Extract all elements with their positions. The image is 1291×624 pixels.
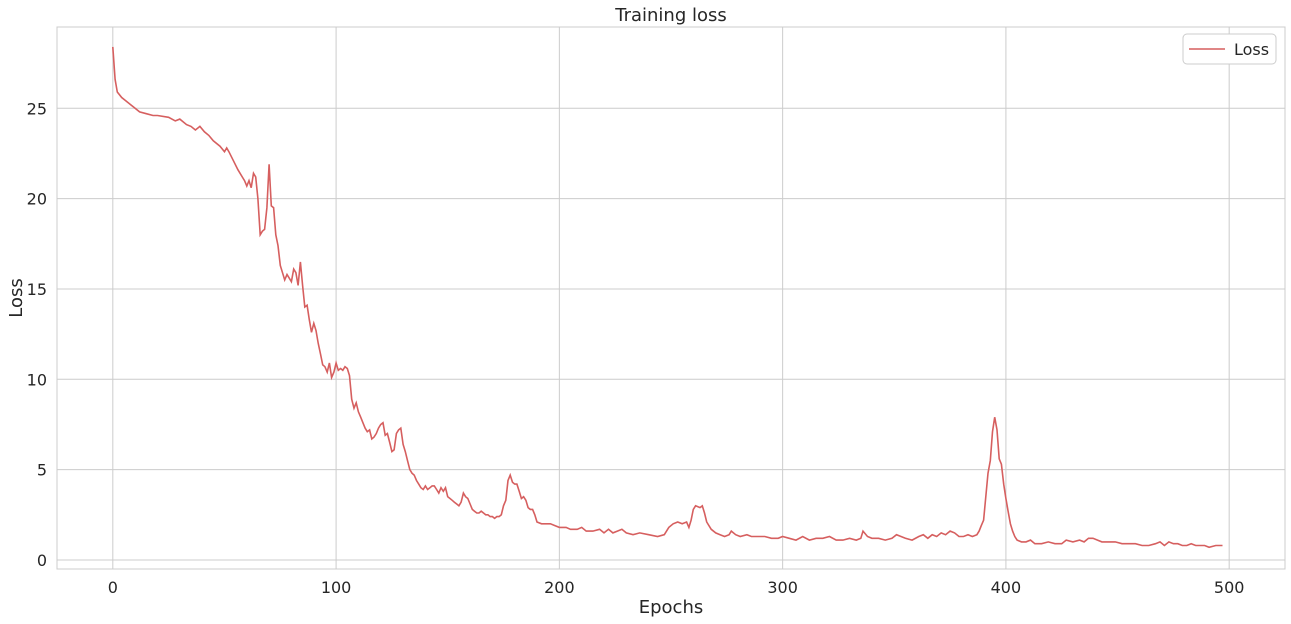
plot-frame [56,26,1286,570]
x-tick-label-400: 400 [991,578,1022,597]
x-tick-label-300: 300 [767,578,798,597]
y-axis-label: Loss [6,278,27,317]
y-tick-label-0: 0 [37,551,47,570]
x-axis-ticks: 0 100 200 300 400 500 [108,578,1245,597]
y-tick-label-20: 20 [27,190,47,209]
legend: Loss [1182,33,1277,65]
loss-series-line [112,46,1223,549]
x-tick-label-100: 100 [321,578,352,597]
y-axis-ticks: 0 5 10 15 20 25 [27,99,47,570]
x-tick-label-200: 200 [544,578,575,597]
y-tick-label-15: 15 [27,280,47,299]
x-axis-label: Epochs [639,597,704,618]
grid-lines [57,27,1285,569]
y-tick-label-5: 5 [37,461,47,480]
x-tick-label-500: 500 [1214,578,1245,597]
legend-box [1182,33,1277,65]
x-tick-label-0: 0 [108,578,118,597]
chart-title: Training loss [614,5,727,26]
y-tick-label-10: 10 [27,370,47,389]
y-tick-label-25: 25 [27,99,47,118]
legend-label-loss: Loss [1234,40,1269,59]
